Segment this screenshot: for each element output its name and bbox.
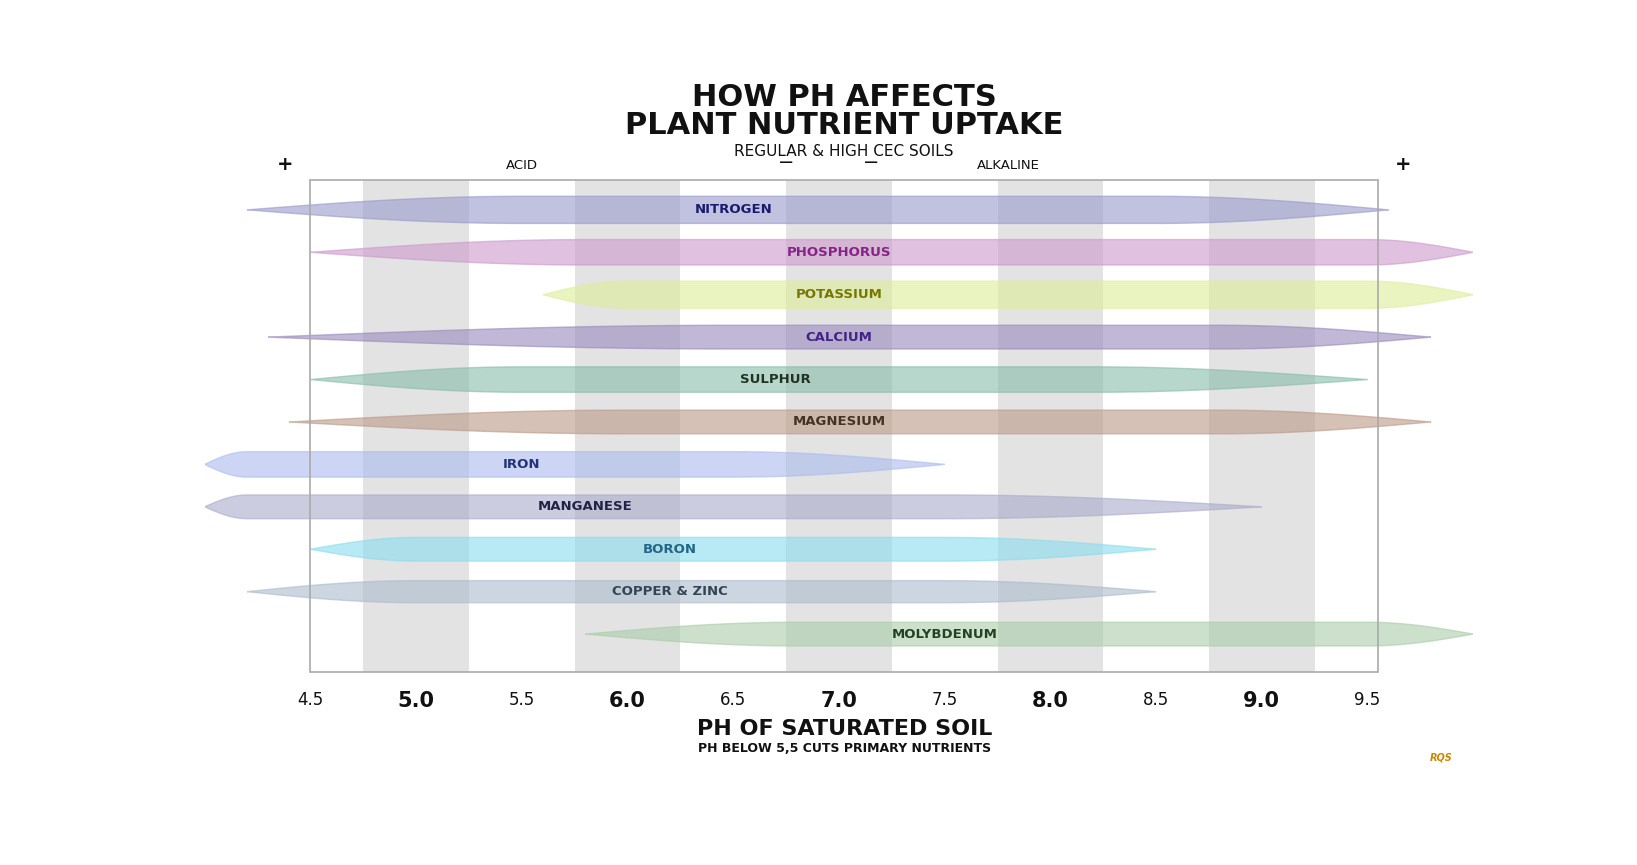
Polygon shape [311,367,1367,393]
Text: PLANT NUTRIENT UPTAKE: PLANT NUTRIENT UPTAKE [625,111,1064,140]
Text: IRON: IRON [503,458,540,471]
Polygon shape [543,281,1473,308]
Polygon shape [268,325,1431,349]
Text: PH BELOW 5,5 CUTS PRIMARY NUTRIENTS: PH BELOW 5,5 CUTS PRIMARY NUTRIENTS [697,742,990,755]
Polygon shape [311,537,1156,561]
Polygon shape [311,240,1473,265]
Polygon shape [290,410,1431,434]
Text: 9.5: 9.5 [1354,691,1380,709]
Text: −: − [778,153,794,171]
Text: REGULAR & HIGH CEC SOILS: REGULAR & HIGH CEC SOILS [735,144,954,159]
Bar [786,180,892,672]
Text: 4.5: 4.5 [298,691,324,709]
Text: MAGNESIUM: MAGNESIUM [792,415,886,428]
Bar [575,180,681,672]
Text: 8.5: 8.5 [1143,691,1169,709]
Text: HOW PH AFFECTS: HOW PH AFFECTS [692,83,997,112]
Bar [1210,180,1315,672]
Text: 5.5: 5.5 [509,691,535,709]
Text: MANGANESE: MANGANESE [539,500,632,513]
Text: 6.0: 6.0 [609,691,647,711]
Text: 7.0: 7.0 [820,691,858,711]
Text: SULPHUR: SULPHUR [740,373,810,386]
Text: 8.0: 8.0 [1031,691,1069,711]
Polygon shape [586,622,1473,646]
Text: NITROGEN: NITROGEN [694,203,773,216]
Bar [997,180,1103,672]
Text: PH OF SATURATED SOIL: PH OF SATURATED SOIL [697,719,992,739]
Text: +: + [1395,155,1411,174]
Polygon shape [205,452,945,477]
Text: +: + [277,155,293,174]
Text: RQS: RQS [1431,753,1454,762]
Text: 5.0: 5.0 [398,691,434,711]
Text: 7.5: 7.5 [931,691,958,709]
Text: ALKALINE: ALKALINE [977,158,1039,171]
Polygon shape [247,580,1156,603]
Text: PHOSPHORUS: PHOSPHORUS [787,246,891,259]
Text: 6.5: 6.5 [720,691,746,709]
Polygon shape [205,495,1262,519]
Polygon shape [247,196,1388,223]
Bar [311,180,1378,672]
Text: POTASSIUM: POTASSIUM [796,288,882,301]
Text: COPPER & ZINC: COPPER & ZINC [612,585,728,599]
Text: BORON: BORON [643,542,697,555]
Text: ACID: ACID [506,158,539,171]
Text: CALCIUM: CALCIUM [805,330,873,343]
Bar [363,180,468,672]
Text: 9.0: 9.0 [1244,691,1280,711]
Text: −: − [863,153,879,171]
Text: MOLYBDENUM: MOLYBDENUM [892,628,997,641]
